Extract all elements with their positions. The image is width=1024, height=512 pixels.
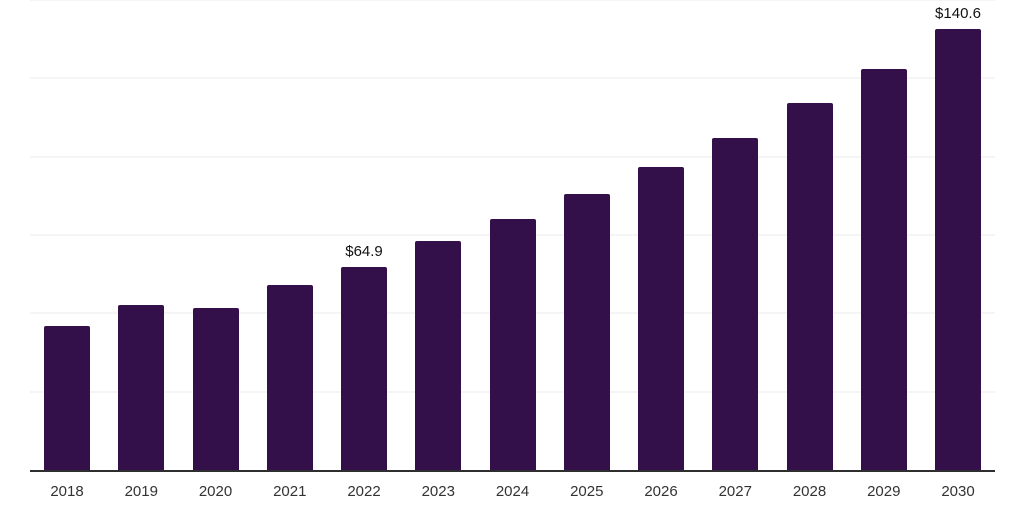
bar-column-2020: 2020 (192, 0, 239, 500)
gridline-125 (30, 77, 995, 80)
bar-2024 (489, 219, 536, 470)
x-tick-2029: 2029 (867, 483, 901, 500)
bar-column-2028: 2028 (786, 0, 833, 500)
x-tick-2022: 2022 (347, 483, 381, 500)
gridline-150 (30, 0, 995, 1)
x-tick-2023: 2023 (421, 483, 455, 500)
bar-column-2030: $140.6 2030 (935, 0, 981, 500)
x-tick-2027: 2027 (718, 483, 752, 500)
x-tick-2024: 2024 (495, 483, 530, 500)
bar-2030 (935, 29, 981, 470)
value-label-2022: $64.9 (345, 242, 383, 260)
bar-2023 (415, 240, 462, 470)
bar-2026 (638, 167, 684, 470)
bar-column-2025: 2025 (563, 0, 610, 500)
bar-2028 (786, 103, 833, 470)
bar-column-2022: $64.9 2022 (341, 0, 387, 500)
bar-column-2029: 2029 (860, 0, 907, 500)
bar-column-2024: 2024 (489, 0, 536, 500)
bar-2025 (563, 194, 610, 470)
x-tick-2025: 2025 (570, 483, 604, 500)
bar-column-2019: 2019 (118, 0, 165, 500)
bar-2019 (118, 304, 165, 470)
plot-area: 2018 2019 2020 2021 $64.9 2022 2023 2024 2025 202… (30, 0, 995, 500)
bar-2020 (192, 308, 239, 470)
value-label-2030: $140.6 (935, 5, 981, 23)
bar-column-2027: 2027 (712, 0, 759, 500)
bar-2018 (44, 325, 90, 470)
x-tick-2021: 2021 (273, 483, 307, 500)
bar-column-2021: 2021 (266, 0, 313, 500)
bar-column-2023: 2023 (415, 0, 462, 500)
x-tick-2030: 2030 (941, 483, 975, 500)
bar-2029 (860, 68, 907, 470)
x-tick-2026: 2026 (644, 483, 678, 500)
bar-series: 2018 2019 2020 2021 $64.9 2022 2023 2024 2025 202… (30, 0, 995, 500)
bar-column-2018: 2018 (44, 0, 90, 500)
bar-2027 (712, 137, 759, 470)
bar-column-2026: 2026 (638, 0, 684, 500)
x-tick-2028: 2028 (792, 483, 827, 500)
bar-2022 (341, 266, 387, 470)
x-tick-2020: 2020 (198, 483, 233, 500)
x-tick-2018: 2018 (50, 483, 84, 500)
gridline-100 (30, 155, 995, 158)
x-tick-2019: 2019 (124, 483, 158, 500)
bar-2021 (266, 285, 313, 470)
